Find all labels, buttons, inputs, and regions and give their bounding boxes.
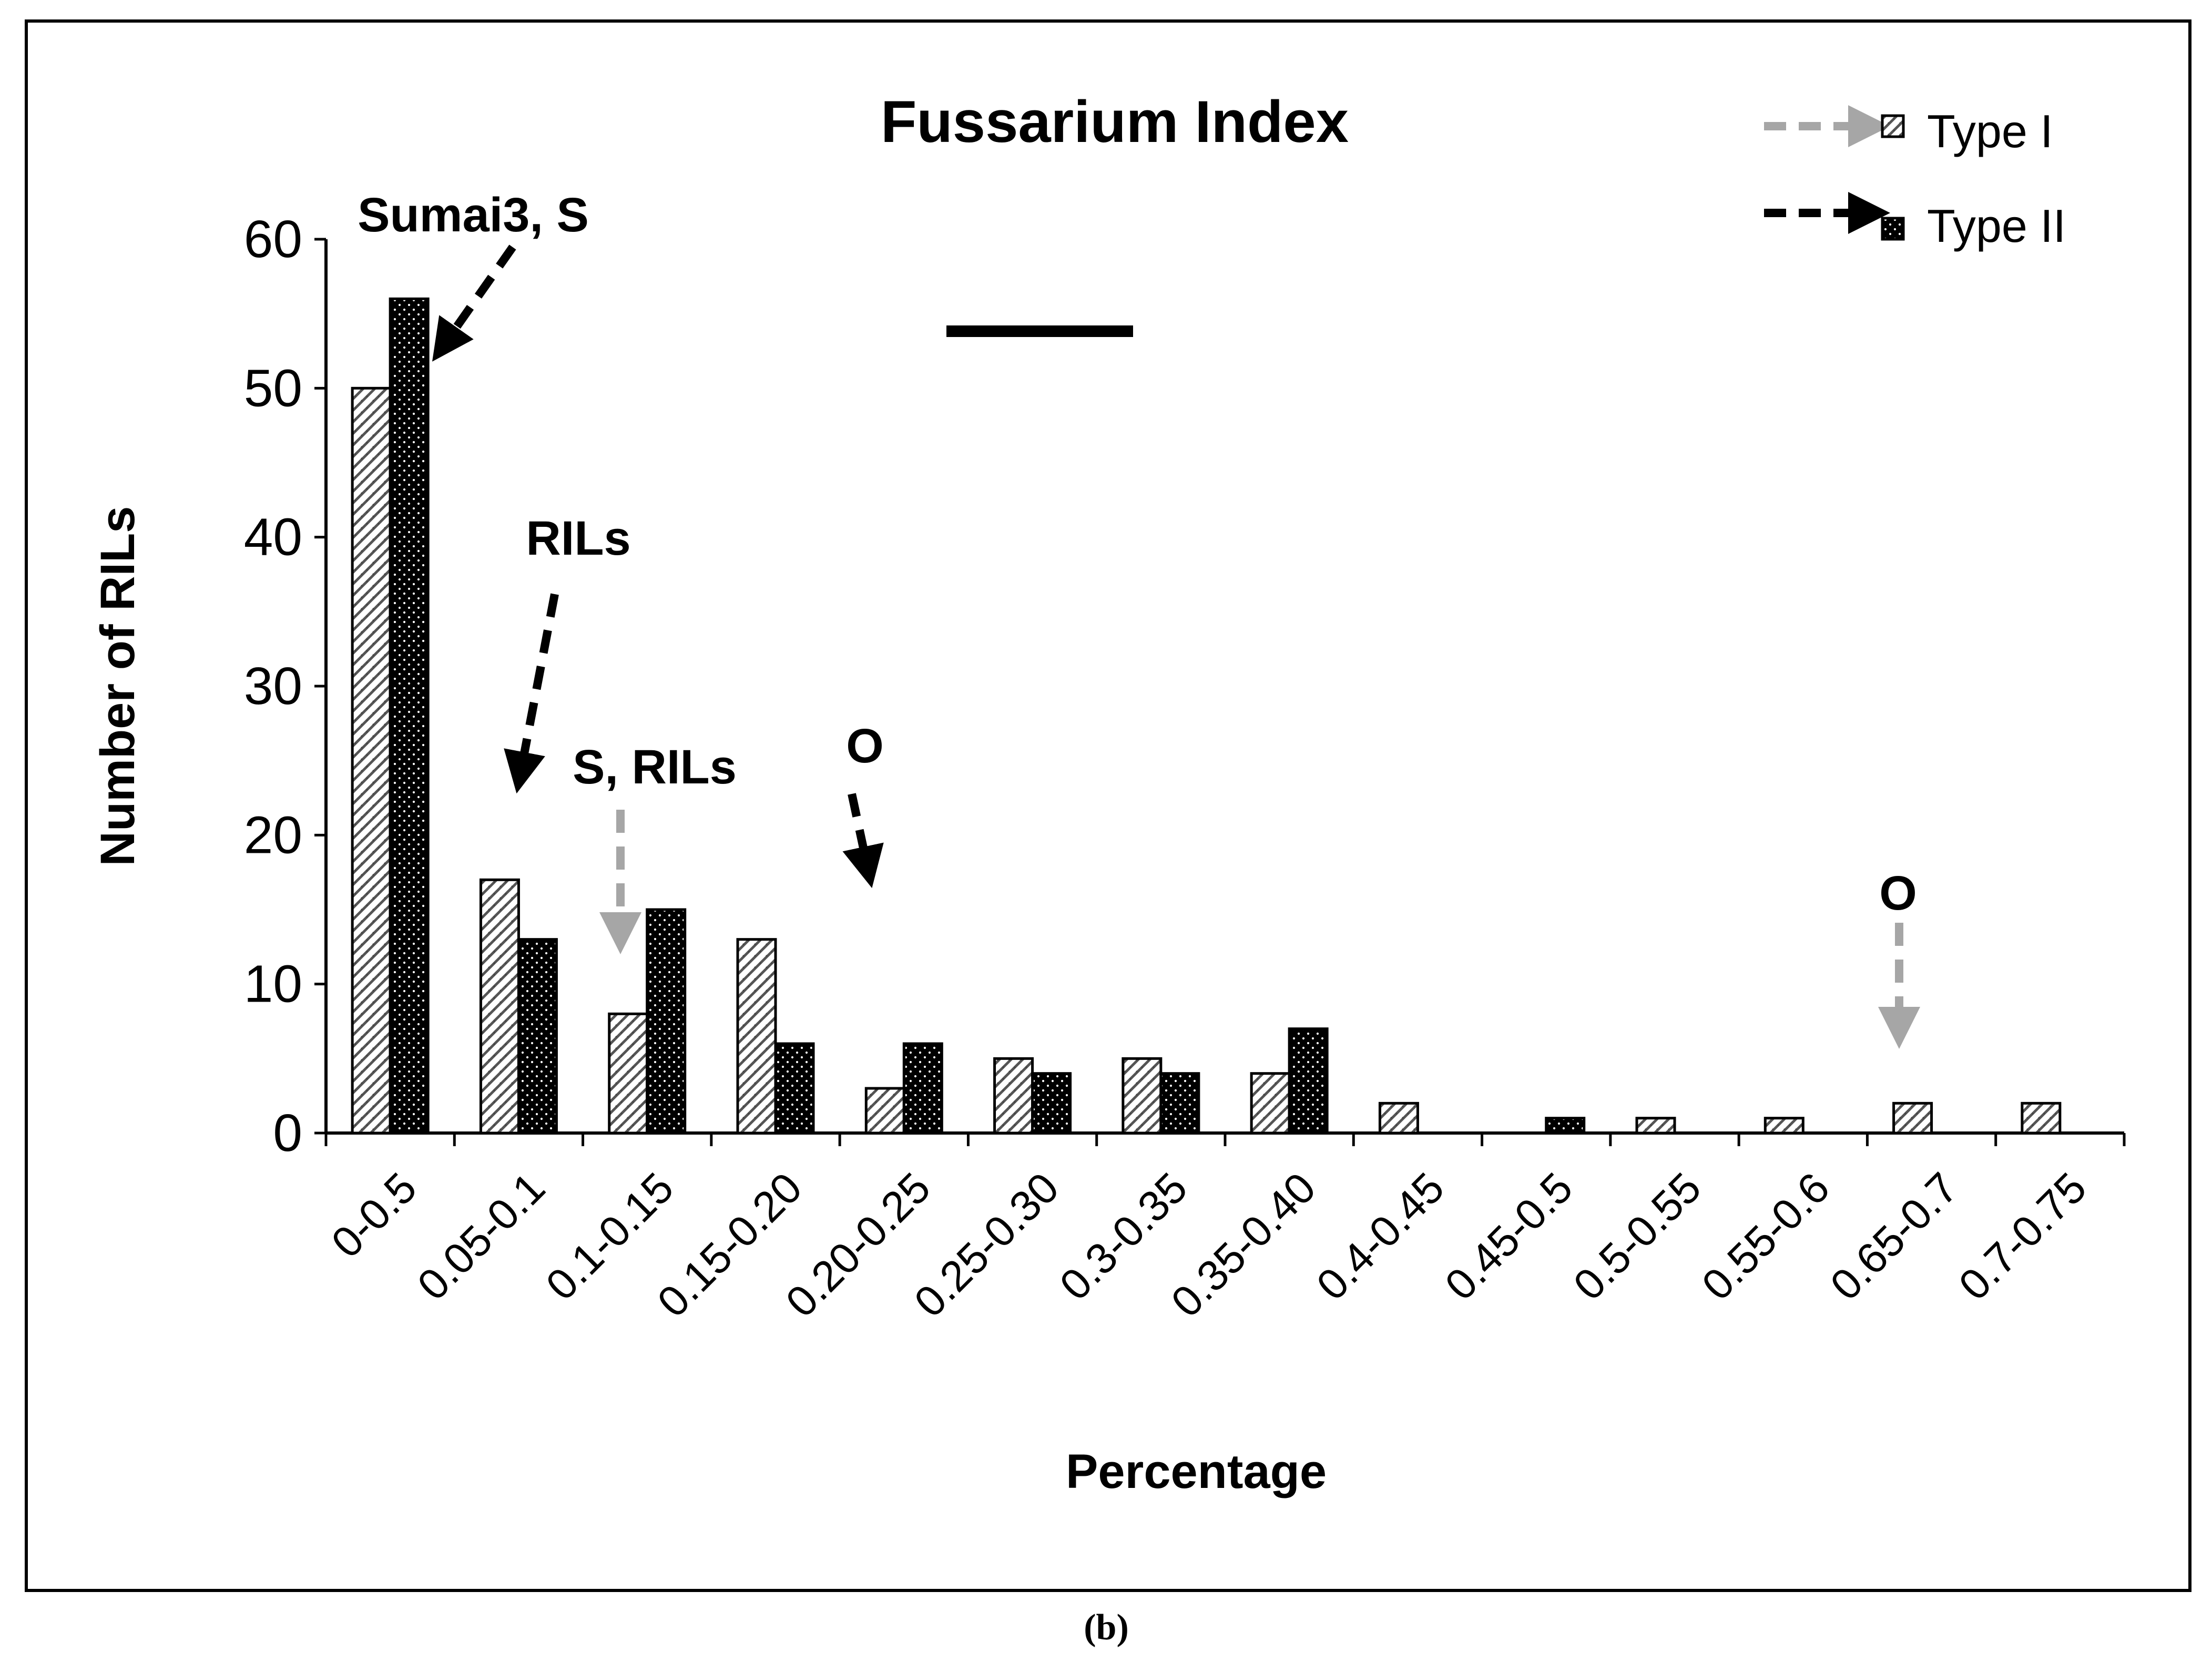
panel-label: (b) [1084,1607,1129,1648]
annotation-arrow [504,593,559,794]
bar-type-ii-0-0-5 [389,297,430,1135]
bar-type-i-0-5-0-55 [1635,1117,1676,1135]
legend: Type I Type II [1764,105,2066,252]
x-tick-label: 0.7-0.75 [1950,1164,2095,1309]
x-tick-label: 0.05-0.1 [409,1164,554,1309]
bar-type-i-0-0-5 [351,386,392,1135]
bar-type-i-0-05-0-1 [479,878,520,1135]
legend-label-type-1: Type I [1927,105,2053,157]
bar-type-i-0-25-0-30 [993,1057,1034,1135]
legend-swatch-type-2 [1881,217,1905,241]
bar-type-ii-0-20-0-25 [902,1042,943,1135]
bar-type-i-0-1-0-15 [608,1012,649,1135]
bar-type-i-0-55-0-6 [1764,1117,1805,1135]
bar-type-i-0-4-0-45 [1378,1101,1419,1135]
bar-type-i-0-65-0-7 [1892,1101,1933,1135]
bar-type-ii-0-45-0-5 [1545,1117,1586,1135]
bar-type-ii-0-1-0-15 [646,908,687,1135]
x-tick-label: 0.4-0.45 [1308,1164,1453,1309]
bar-type-ii-0-15-0-20 [774,1042,815,1135]
legend-swatch-type-1 [1881,114,1905,138]
bar-type-i-0-35-0-40 [1250,1072,1291,1135]
y-tick-label: 0 [273,1104,302,1162]
y-tick-label: 20 [244,805,302,864]
bar-type-i-0-20-0-25 [864,1087,905,1135]
annotation-arrow [842,793,884,889]
y-tick-label: 30 [244,657,302,716]
annotation-label: O [1879,866,1917,920]
bar-type-ii-0-25-0-30 [1031,1072,1072,1135]
x-tick-label: 0.5-0.55 [1565,1164,1710,1309]
chart-title: Fussarium Index [881,89,1349,155]
y-tick-label: 10 [244,955,302,1014]
bar-type-ii-0-3-0-35 [1159,1072,1200,1135]
bar-type-i-0-3-0-35 [1122,1057,1163,1135]
x-tick-label: 0-0.5 [322,1164,426,1267]
annotation-label: RILs [526,512,630,565]
annotation-label: Sumai3, S [358,188,589,242]
x-tick-label: 0.65-0.7 [1821,1164,1967,1309]
bar-type-i-0-7-0-75 [2021,1101,2062,1135]
y-tick-label: 50 [244,359,302,417]
y-axis-label: Number of RILs [91,506,145,866]
x-tick-label: 0.55-0.6 [1693,1164,1839,1309]
x-axis-label: Percentage [1066,1445,1327,1498]
bar-type-ii-0-05-0-1 [517,938,558,1135]
legend-label-type-2: Type II [1927,200,2066,252]
y-tick-label: 60 [244,210,302,269]
annotation-label: O [846,719,884,773]
figure-frame [25,19,2191,1592]
annotation-arrow [432,244,516,362]
x-tick-label: 0.45-0.5 [1436,1164,1582,1309]
annotation-label: S, RILs [573,740,737,794]
bar-type-ii-0-35-0-40 [1288,1027,1329,1135]
bar-type-i-0-15-0-20 [736,938,777,1135]
y-tick-label: 40 [244,508,302,567]
